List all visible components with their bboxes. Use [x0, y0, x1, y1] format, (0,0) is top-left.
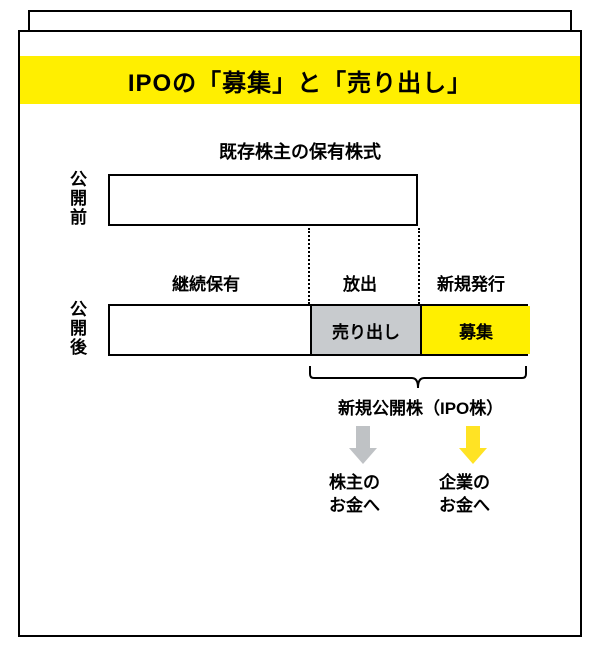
- newissue-label: 新規発行: [437, 270, 505, 295]
- segment-uridashi: 売り出し: [310, 306, 420, 354]
- boshu-text: 募集: [459, 318, 493, 343]
- segment-boshu: 募集: [420, 306, 530, 354]
- arrow-to-shareholder: [349, 426, 377, 464]
- title-text: IPOの「募集」と「売り出し」: [128, 63, 472, 98]
- bar-before: [108, 174, 418, 226]
- inner-frame: IPOの「募集」と「売り出し」 既存株主の保有株式 公開前 継続保有 放出 新規…: [18, 30, 582, 637]
- after-label: 公開後: [64, 300, 89, 357]
- dest-shareholder: 株主のお金へ: [329, 472, 380, 518]
- release-label: 放出: [343, 270, 377, 295]
- dotted-divider-1: [308, 228, 310, 304]
- ipo-brace: [308, 364, 528, 394]
- continue-label: 継続保有: [172, 270, 240, 295]
- existing-shares-label: 既存株主の保有株式: [20, 138, 580, 164]
- dotted-divider-2: [418, 228, 420, 304]
- segment-continue: [110, 306, 310, 354]
- bar-after: 売り出し 募集: [108, 304, 528, 356]
- title-bar: IPOの「募集」と「売り出し」: [20, 56, 580, 104]
- before-label: 公開前: [64, 170, 89, 227]
- diagram-content: 既存株主の保有株式 公開前 継続保有 放出 新規発行 公開後 売り出し 募集 新…: [20, 130, 580, 635]
- arrow-to-company: [459, 426, 487, 464]
- ipo-label: 新規公開株（IPO株）: [338, 394, 503, 419]
- dest-company: 企業のお金へ: [439, 472, 490, 518]
- uridashi-text: 売り出し: [332, 318, 400, 343]
